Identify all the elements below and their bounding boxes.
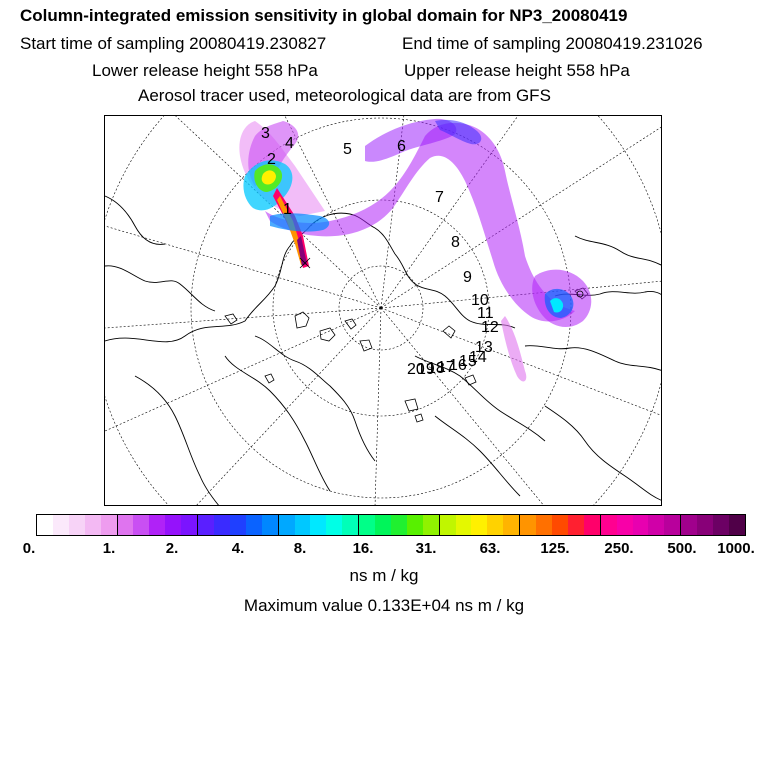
colorbar-segment <box>406 515 423 535</box>
trajectory-label: 15 <box>459 353 477 370</box>
colorbar-tick-label: 16. <box>352 540 374 557</box>
trajectory-label: 5 <box>343 141 352 158</box>
colorbar-segment <box>632 515 649 535</box>
trajectory-markers <box>299 257 584 298</box>
trajectory-label: 18 <box>427 360 445 377</box>
colorbar-segment <box>310 515 327 535</box>
colorbar-segment <box>359 515 376 535</box>
colorbar-tick-label: 250. <box>604 540 634 557</box>
colorbar-segment <box>261 515 279 535</box>
trajectory-label: 14 <box>469 349 487 366</box>
colorbar-segment <box>471 515 488 535</box>
trajectory-label: 1 <box>283 201 292 218</box>
trajectory-label: 12 <box>481 319 499 336</box>
colorbar-segment <box>133 515 150 535</box>
colorbar-segment <box>567 515 584 535</box>
colorbar-segment <box>84 515 101 535</box>
trajectory-label: 11 <box>477 305 494 322</box>
colorbar-segment <box>342 515 360 535</box>
colorbar-tick-label: 31. <box>415 540 437 557</box>
colorbar-segment <box>583 515 601 535</box>
colorbar-unit-label: ns m / kg <box>349 566 419 585</box>
colorbar-tick-label: 2. <box>165 540 179 557</box>
trajectory-label: 10 <box>471 292 489 309</box>
lower-release-height-label: Lower release height 558 hPa <box>92 61 318 80</box>
trajectory-label: 19 <box>417 361 435 378</box>
trajectory-label: 20 <box>407 361 425 378</box>
trajectory-label: 16 <box>449 357 467 374</box>
colorbar-segment <box>52 515 69 535</box>
colorbar-segment <box>455 515 472 535</box>
trajectory-label: 17 <box>437 359 455 376</box>
colorbar-segment <box>100 515 118 535</box>
colorbar-segment <box>37 515 53 535</box>
colorbar-segment <box>181 515 199 535</box>
colorbar <box>36 514 746 536</box>
colorbar-tick-label: 1. <box>102 540 116 557</box>
colorbar-segment <box>600 515 617 535</box>
trajectory-label: 13 <box>475 339 493 356</box>
colorbar-segment <box>664 515 682 535</box>
trajectory-label: 4 <box>285 135 294 152</box>
colorbar-segment <box>520 515 537 535</box>
trajectory-label: 2 <box>267 151 276 168</box>
start-time-label: Start time of sampling 20080419.230827 <box>20 34 327 53</box>
trajectory-label: 8 <box>451 234 460 251</box>
colorbar-segment <box>198 515 214 535</box>
trajectory-label: 6 <box>397 138 406 155</box>
colorbar-segment <box>648 515 665 535</box>
map-panel: 1 2 3 4 5 6 7 8 9 10 11 12 13 14 15 16 1… <box>104 115 662 506</box>
trajectory-label: 3 <box>261 125 270 142</box>
colorbar-segment <box>713 515 729 535</box>
maximum-value-label: Maximum value 0.133E+04 ns m / kg <box>243 596 525 615</box>
colorbar-segment <box>117 515 134 535</box>
colorbar-tick-label: 500. <box>667 540 697 557</box>
colorbar-segment <box>616 515 633 535</box>
colorbar-segment <box>68 515 85 535</box>
colorbar-segment <box>439 515 456 535</box>
colorbar-segment <box>229 515 246 535</box>
colorbar-segment <box>422 515 440 535</box>
end-time-label: End time of sampling 20080419.231026 <box>402 34 703 53</box>
trajectory-label-group: 1 2 3 4 5 6 7 8 9 10 11 12 13 14 15 16 1… <box>261 125 499 378</box>
colorbar-segment <box>536 515 552 535</box>
colorbar-segment <box>503 515 521 535</box>
colorbar-tick-label: 4. <box>231 540 245 557</box>
colorbar-segment <box>149 515 166 535</box>
emission-sensitivity-plume <box>239 118 592 382</box>
colorbar-segment <box>552 515 568 535</box>
colorbar-segment <box>165 515 182 535</box>
colorbar-segment <box>278 515 295 535</box>
colorbar-segment <box>390 515 407 535</box>
colorbar-segment <box>294 515 311 535</box>
colorbar-segment <box>213 515 230 535</box>
coastlines <box>105 195 661 505</box>
trajectory-label: 7 <box>435 189 444 206</box>
colorbar-tick-label: 0. <box>22 540 36 557</box>
colorbar-segment <box>681 515 698 535</box>
colorbar-segment <box>326 515 343 535</box>
plot-title: Column-integrated emission sensitivity i… <box>20 6 628 25</box>
colorbar-segment <box>728 515 745 535</box>
aerosol-tracer-label: Aerosol tracer used, meteorological data… <box>138 86 551 105</box>
colorbar-segment <box>245 515 262 535</box>
colorbar-tick-label: 1000. <box>717 540 755 557</box>
colorbar-tick-label: 8. <box>293 540 307 557</box>
colorbar-segment <box>487 515 504 535</box>
colorbar-tick-label: 125. <box>540 540 570 557</box>
map-svg: 1 2 3 4 5 6 7 8 9 10 11 12 13 14 15 16 1… <box>105 116 661 505</box>
upper-release-height-label: Upper release height 558 hPa <box>404 61 630 80</box>
colorbar-tick-label: 63. <box>479 540 501 557</box>
colorbar-segment <box>375 515 391 535</box>
trajectory-label: 9 <box>463 269 472 286</box>
colorbar-segment <box>697 515 714 535</box>
